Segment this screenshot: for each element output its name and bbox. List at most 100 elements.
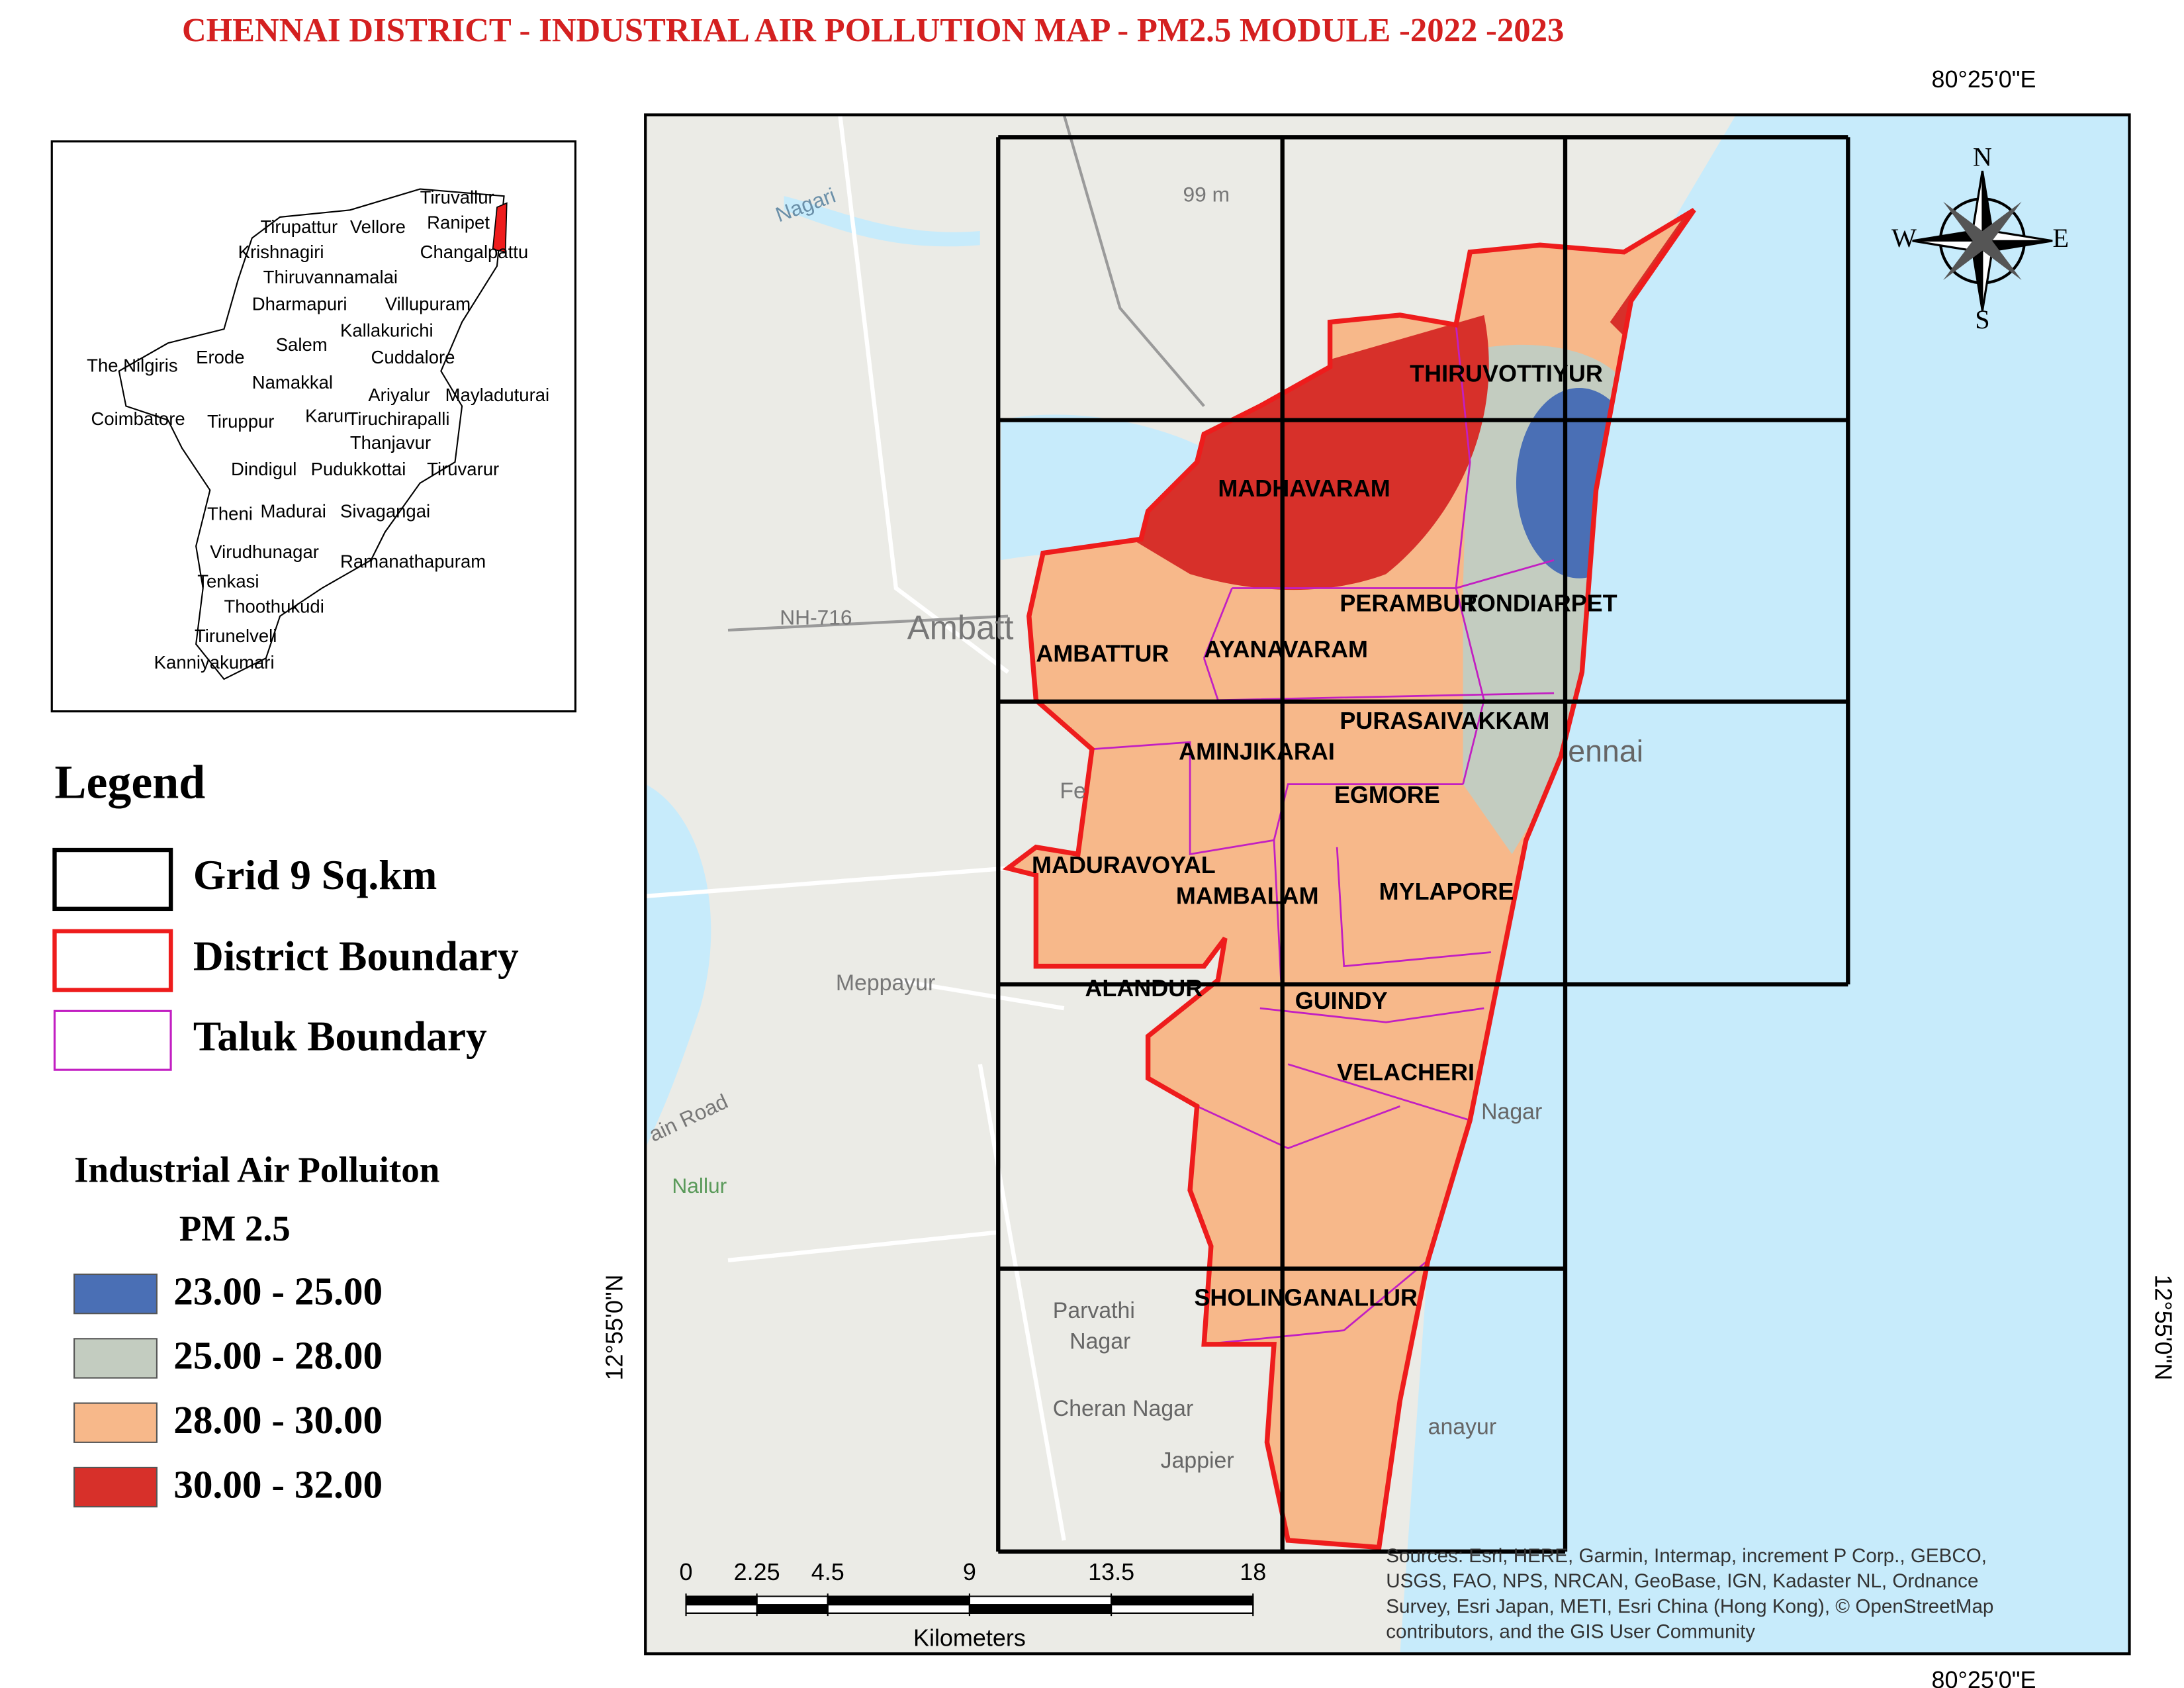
inset-district-label: Ariyalur	[368, 385, 430, 405]
inset-district-label: Villupuram	[385, 293, 471, 314]
taluk-label: MADHAVARAM	[1218, 475, 1390, 502]
taluk-boundary	[1204, 1259, 1429, 1346]
scale-segment	[756, 1604, 829, 1614]
river	[784, 196, 980, 247]
grid-lines	[996, 137, 1850, 1552]
scale-segment	[685, 1604, 758, 1614]
inset-district-label: Tirunelveli	[195, 626, 277, 646]
basemap-label: Parvathi	[1053, 1298, 1135, 1323]
inset-district-label: Thoothukudi	[224, 596, 324, 616]
taluk-label: AYANAVARAM	[1204, 635, 1368, 663]
legend-taluk-symbol	[53, 1009, 172, 1071]
scale-tick-label: 18	[1240, 1558, 1266, 1585]
legend-class-swatch	[73, 1402, 158, 1443]
basemap-label: ennai	[1568, 733, 1643, 768]
map-title: CHENNAI DISTRICT - INDUSTRIAL AIR POLLUT…	[182, 11, 1564, 48]
legend-district-symbol	[52, 929, 173, 992]
inset-district-label: Tiruvallur	[420, 187, 494, 208]
basemap-label: Nallur	[672, 1174, 727, 1197]
legend-item-label: Taluk Boundary	[193, 1012, 487, 1059]
scale-segment	[1111, 1595, 1254, 1606]
legend-title: Legend	[55, 755, 206, 808]
legend-class-label: 23.00 - 25.00	[173, 1269, 383, 1313]
coordinate-label: 80°25'0"E	[1932, 66, 2036, 93]
inset-district-label: Sivagangai	[340, 500, 430, 521]
inset-district-label: Karur	[305, 406, 349, 426]
legend-class-swatch	[73, 1338, 158, 1379]
inset-district-label: Thanjavur	[350, 432, 431, 453]
basemap-label: NH-716	[780, 605, 852, 629]
grid-lines	[998, 135, 1848, 1554]
taluk-boundary	[1091, 741, 1463, 856]
inset-district-label: Dharmapuri	[252, 293, 347, 314]
pollution-legend-title: Industrial Air Polluiton	[74, 1149, 439, 1190]
scale-tick-label: 2.25	[734, 1558, 780, 1585]
compass-label: S	[1975, 305, 1989, 334]
scale-segment	[685, 1595, 758, 1606]
inset-district-label: Tirupattur	[260, 216, 338, 237]
inset-district-label: Ramanathapuram	[340, 551, 486, 572]
inset-district-label: Dindigul	[231, 459, 296, 479]
sea	[1400, 115, 2130, 1654]
legend-grid-symbol	[52, 847, 173, 912]
taluk-label: VELACHERI	[1337, 1058, 1475, 1086]
inset-district-label: Tiruppur	[207, 411, 274, 432]
inset-district-label: Kanniyakumari	[154, 652, 275, 673]
compass-label: N	[1973, 142, 1992, 171]
taluk-boundaries	[1091, 324, 1555, 1346]
inset-district-label: Salem	[276, 334, 328, 355]
coordinate-label: 80°25'0"E	[1932, 1666, 2036, 1688]
legend-item-label: District Boundary	[193, 933, 519, 980]
basemap-label: Meppayur	[836, 970, 935, 996]
legend-item-label: Grid 9 Sq.km	[193, 851, 437, 898]
attribution: contributors, and the GIS User Community	[1386, 1620, 1755, 1642]
taluk-label: MYLAPORE	[1379, 878, 1514, 905]
highway	[727, 115, 1205, 632]
inset-district-label: Vellore	[350, 216, 406, 237]
inset-district-label: Tenkasi	[197, 571, 259, 591]
tamil-nadu-outline	[118, 188, 505, 680]
chennai-highlight	[492, 202, 508, 253]
compass-label: W	[1891, 223, 1917, 253]
scale-segment	[827, 1595, 970, 1606]
taluk-label: THIRUVOTTIYUR	[1410, 359, 1603, 387]
lake	[645, 784, 711, 1149]
taluk-boundary	[1273, 840, 1492, 980]
inset-district-label: Tiruvarur	[427, 459, 499, 479]
legend-class-swatch	[73, 1273, 158, 1315]
inset-district-label: Theni	[207, 504, 253, 524]
inset-district-label: Coimbatore	[91, 408, 185, 429]
scale-segment	[756, 1595, 829, 1606]
coordinate-label: 12°55'0"N	[600, 1274, 627, 1380]
taluk-label: EGMORE	[1334, 781, 1440, 808]
basemap-label: Fe	[1060, 778, 1085, 804]
scale-segment	[968, 1595, 1113, 1606]
taluk-label: MAMBALAM	[1176, 882, 1319, 909]
inset-district-label: Madurai	[260, 500, 326, 521]
inset-district-label: The Nilgiris	[87, 355, 178, 375]
roads	[645, 115, 1066, 1541]
basemap-label: Ambatt	[907, 608, 1014, 646]
inset-district-label: Changalpattu	[420, 242, 529, 262]
taluk-label: ALANDUR	[1085, 974, 1203, 1002]
scale-tick-label: 4.5	[811, 1558, 844, 1585]
basemap-label: 99 m	[1183, 183, 1230, 207]
taluk-label: SHOLINGANALLUR	[1194, 1284, 1418, 1311]
grid	[996, 135, 1850, 1554]
taluk-label: MADURAVOYAL	[1032, 851, 1216, 878]
inset-district-label: Mayladuturai	[445, 385, 549, 405]
taluk-boundary	[1197, 1007, 1484, 1150]
legend-class-label: 28.00 - 30.00	[173, 1398, 383, 1442]
inset-district-label: Krishnagiri	[238, 242, 324, 262]
taluk-label: GUINDY	[1295, 987, 1388, 1014]
inset-district-label: Ranipet	[427, 212, 490, 233]
scale-segment	[1111, 1604, 1254, 1614]
inset-district-label: Kallakurichi	[340, 320, 433, 341]
coordinate-label: 12°55'0"N	[2150, 1274, 2177, 1380]
taluk-label: TONDIARPET	[1463, 589, 1617, 616]
taluk-label: PURASAIVAKKAM	[1340, 707, 1549, 734]
inset-district-label: Tiruchirapalli	[347, 408, 450, 429]
attribution: USGS, FAO, NPS, NRCAN, GeoBase, IGN, Kad…	[1386, 1570, 1978, 1592]
